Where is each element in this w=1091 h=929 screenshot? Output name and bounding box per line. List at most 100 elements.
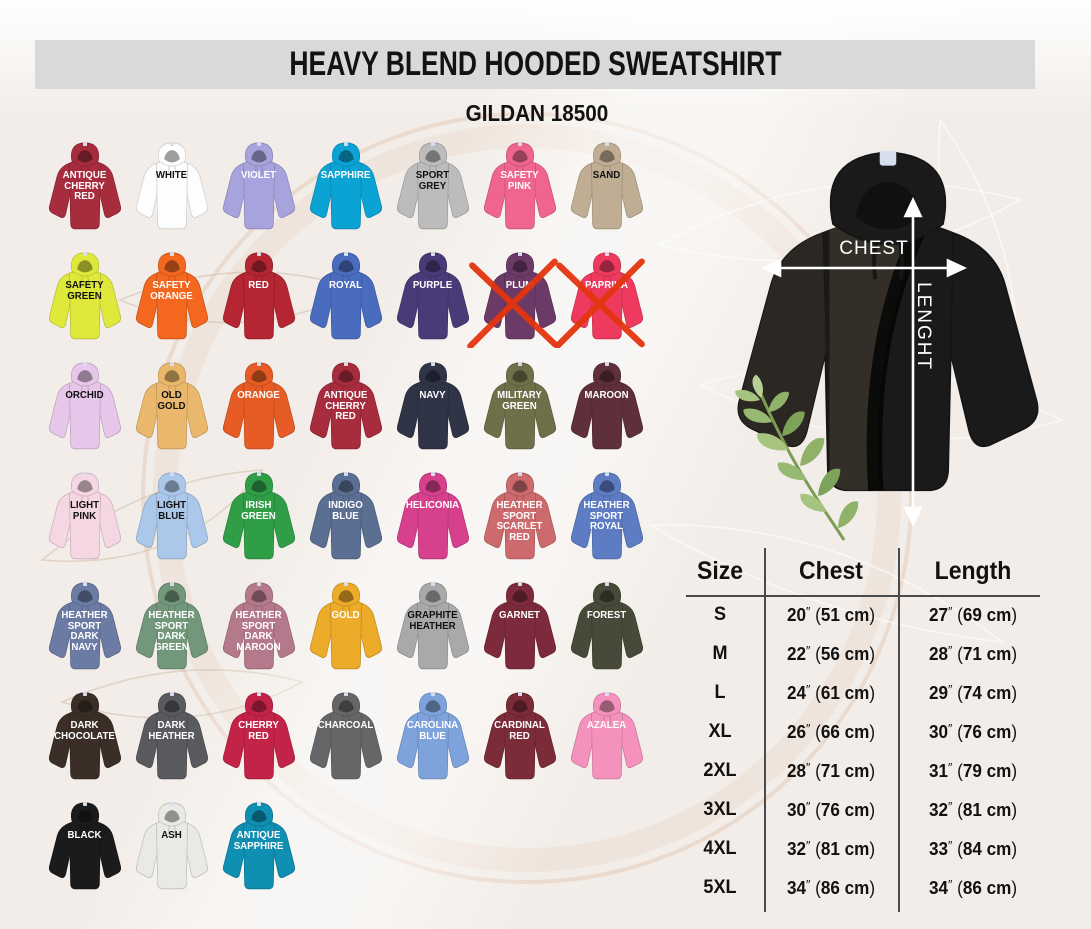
hoodie-swatch-safety-orange: SAFETY ORANGE [128, 246, 215, 356]
size-chart: Size Chest Length S 20″ (51 cm) 27″ (69 cm… [676, 548, 1048, 916]
length-cell: 28″ (71 cm) [928, 642, 1018, 664]
color-label: HELICONIA [405, 500, 460, 511]
length-cell: 34″ (86 cm) [928, 876, 1018, 898]
size-cell: L [714, 681, 726, 703]
chest-cell: 22″ (56 cm) [786, 642, 876, 664]
table-divider-vertical-1 [764, 548, 766, 912]
length-cell: 31″ (79 cm) [928, 759, 1018, 781]
color-label: ORANGE [237, 390, 280, 401]
hoodie-swatch-dark-heather: DARK HEATHER [128, 686, 215, 796]
crossed-out-mark [467, 258, 558, 348]
size-chart-rows: S 20″ (51 cm) 27″ (69 cm) M 22″ (56 cm) 28″ (… [676, 595, 1048, 907]
color-label: FOREST [586, 610, 627, 621]
hoodie-swatch-garnet: GARNET [476, 576, 563, 686]
color-label: ORCHID [65, 390, 104, 401]
color-label: HEATHER SPORT ROYAL [583, 500, 630, 532]
color-label: ANTIQUE SAPPHIRE [233, 830, 284, 852]
size-row-XL: XL 26″ (66 cm) 30″ (76 cm) [676, 712, 1048, 751]
chest-cell: 24″ (61 cm) [786, 681, 876, 703]
hoodie-swatch-carolina-blue: CAROLINA BLUE [389, 686, 476, 796]
hoodie-swatch-orchid: ORCHID [41, 356, 128, 466]
size-row-5XL: 5XL 34″ (86 cm) 34″ (86 cm) [676, 868, 1048, 907]
table-divider-horizontal [686, 595, 1040, 597]
title-banner: HEAVY BLEND HOODED SWEATSHIRT [35, 40, 1035, 89]
size-row-L: L 24″ (61 cm) 29″ (74 cm) [676, 673, 1048, 712]
color-label: SAFETY PINK [500, 170, 539, 192]
column-header-chest: Chest [799, 557, 863, 585]
chest-cell: 28″ (71 cm) [786, 759, 876, 781]
chest-cell: 34″ (86 cm) [786, 876, 876, 898]
color-label: RED [248, 280, 269, 291]
size-row-M: M 22″ (56 cm) 28″ (71 cm) [676, 634, 1048, 673]
crossed-out-mark [554, 258, 645, 348]
color-label: ANTIQUE CHERRY RED [62, 170, 107, 202]
size-row-2XL: 2XL 28″ (71 cm) 31″ (79 cm) [676, 751, 1048, 790]
hoodie-swatch-gold: GOLD [302, 576, 389, 686]
color-label: SAND [592, 170, 621, 181]
hoodie-swatch-heliconia: HELICONIA [389, 466, 476, 576]
hoodie-swatch-maroon: MAROON [563, 356, 650, 466]
length-arrowhead-bottom [903, 506, 923, 528]
hoodie-swatch-heather-sport-dark-navy: HEATHER SPORT DARK NAVY [41, 576, 128, 686]
length-cell: 33″ (84 cm) [928, 837, 1018, 859]
hoodie-swatch-light-blue: LIGHT BLUE [128, 466, 215, 576]
hoodie-swatch-royal: ROYAL [302, 246, 389, 356]
hoodie-swatch-forest: FOREST [563, 576, 650, 686]
color-label: SAPPHIRE [320, 170, 371, 181]
hoodie-swatch-indigo-blue: INDIGO BLUE [302, 466, 389, 576]
size-cell: 2XL [703, 759, 737, 781]
length-cell: 27″ (69 cm) [928, 603, 1018, 625]
product-code: GILDAN 18500 [465, 100, 609, 126]
color-label: AZALEA [586, 720, 627, 731]
color-swatch-grid: ANTIQUE CHERRY RED WHITE VIOLET SAPPHIRE [41, 136, 650, 906]
hoodie-swatch-azalea: AZALEA [563, 686, 650, 796]
hoodie-swatch-red: RED [215, 246, 302, 356]
color-label: DARK HEATHER [148, 720, 195, 742]
chest-cell: 26″ (66 cm) [786, 720, 876, 742]
table-divider-vertical-2 [898, 548, 900, 912]
color-label: CAROLINA BLUE [406, 720, 459, 742]
length-cell: 32″ (81 cm) [928, 798, 1018, 820]
chest-arrowhead-left [760, 258, 782, 278]
hoodie-swatch-irish-green: IRISH GREEN [215, 466, 302, 576]
column-header-size: Size [696, 557, 744, 585]
hoodie-swatch-paprika: PAPRIKA [554, 246, 650, 356]
chest-cell: 30″ (76 cm) [786, 798, 876, 820]
hoodie-swatch-antique-cherry-red: ANTIQUE CHERRY RED [41, 136, 128, 246]
color-label: GARNET [499, 610, 540, 621]
hoodie-swatch-black: BLACK [41, 796, 128, 906]
size-row-4XL: 4XL 32″ (81 cm) 33″ (84 cm) [676, 829, 1048, 868]
color-label: SAFETY ORANGE [150, 280, 193, 302]
hoodie-swatch-safety-green: SAFETY GREEN [41, 246, 128, 356]
hoodie-swatch-plum: PLUM [467, 246, 563, 356]
chest-cell: 20″ (51 cm) [786, 603, 876, 625]
color-label: MILITARY GREEN [497, 390, 542, 412]
measurement-diagram: CHEST LENGHT [716, 134, 1060, 541]
hoodie-swatch-graphite-heather: GRAPHITE HEATHER [389, 576, 476, 686]
column-header-length: Length [934, 557, 1012, 585]
size-row-3XL: 3XL 30″ (76 cm) 32″ (81 cm) [676, 790, 1048, 829]
size-cell: XL [708, 720, 732, 742]
color-label: CHERRY RED [238, 720, 279, 742]
hoodie-swatch-orange: ORANGE [215, 356, 302, 466]
color-label: ANTIQUE CHERRY RED [323, 390, 368, 422]
length-cell: 30″ (76 cm) [928, 720, 1018, 742]
length-arrow-label: LENGHT [913, 282, 934, 372]
length-arrowhead-top [903, 196, 923, 218]
hoodie-swatch-ash: ASH [128, 796, 215, 906]
color-label: NAVY [419, 390, 446, 401]
chest-arrow-label: CHEST [839, 238, 909, 259]
color-label: HEATHER SPORT DARK NAVY [61, 610, 108, 653]
color-label: SPORT GREY [415, 170, 450, 192]
color-label: HEATHER SPORT SCARLET RED [496, 500, 543, 543]
color-label: PURPLE [412, 280, 453, 291]
hoodie-swatch-heather-sport-scarlet-red: HEATHER SPORT SCARLET RED [476, 466, 563, 576]
hoodie-swatch-dark-chocolate: DARK CHOCOLATE [41, 686, 128, 796]
color-label: LIGHT BLUE [156, 500, 187, 522]
color-label: ASH [161, 830, 182, 841]
hoodie-swatch-antique-cherry-red: ANTIQUE CHERRY RED [302, 356, 389, 466]
color-label: GOLD [331, 610, 360, 621]
hoodie-swatch-violet: VIOLET [215, 136, 302, 246]
hoodie-swatch-old-gold: OLD GOLD [128, 356, 215, 466]
color-label: HEATHER SPORT DARK GREEN [148, 610, 195, 653]
